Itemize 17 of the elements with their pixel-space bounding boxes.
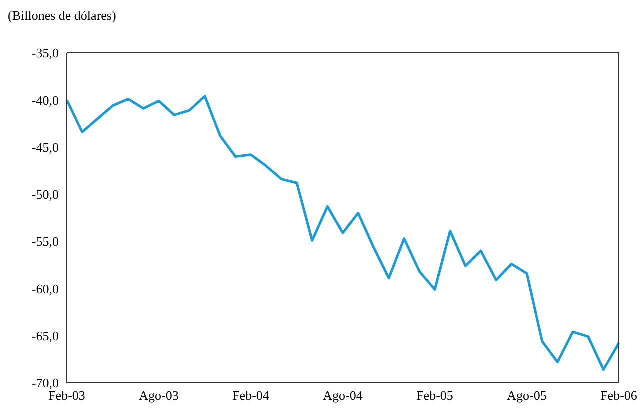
x-tick-label: Ago-05 xyxy=(507,388,547,404)
line-series xyxy=(66,95,620,372)
y-tick-label: -65,0 xyxy=(32,328,59,344)
x-tick-label: Feb-03 xyxy=(48,388,86,404)
x-tick-label: Feb-05 xyxy=(416,388,454,404)
x-tick-label: Feb-06 xyxy=(600,388,638,404)
y-tick-label: -35,0 xyxy=(32,46,59,61)
y-tick-label: -50,0 xyxy=(32,187,59,202)
y-tick-label: -55,0 xyxy=(32,234,59,250)
x-tick-label: Ago-04 xyxy=(323,388,364,404)
y-tick-label: -45,0 xyxy=(32,140,59,155)
y-tick-label: -40,0 xyxy=(32,92,59,108)
y-tick-label: -70,0 xyxy=(32,376,59,391)
x-tick-label: Feb-04 xyxy=(232,388,270,404)
y-axis-title: (Billones de dólares) xyxy=(8,8,116,24)
y-tick-label: -60,0 xyxy=(32,281,59,296)
x-tick-label: Ago-03 xyxy=(139,388,179,404)
